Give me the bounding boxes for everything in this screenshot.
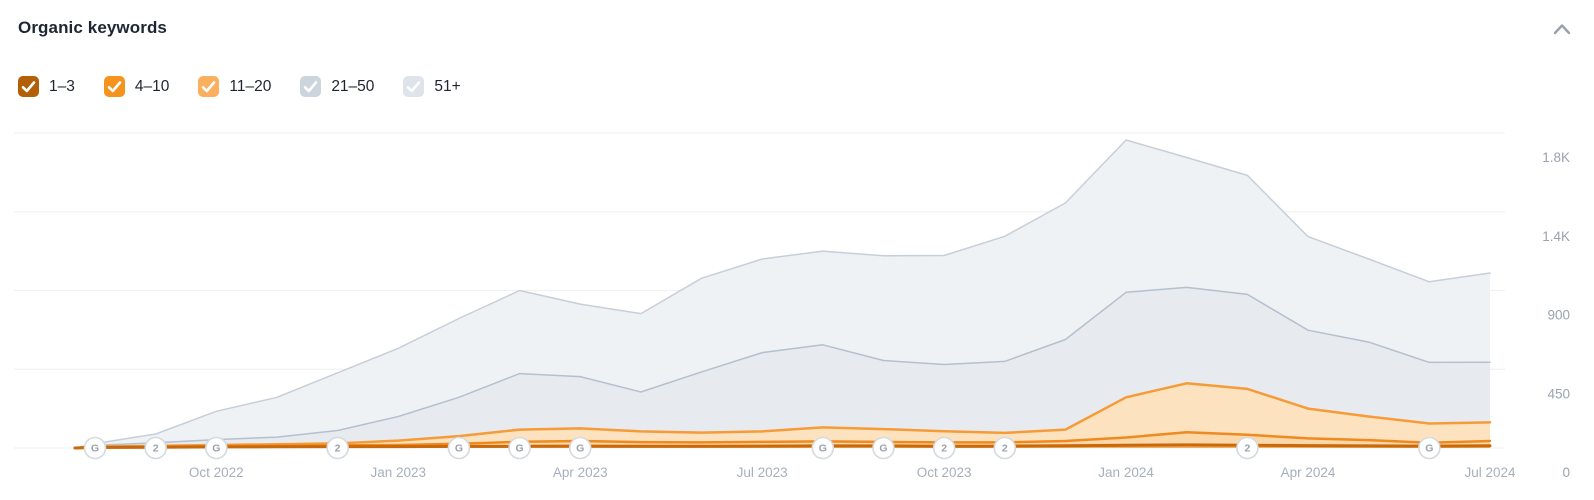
badge-letter: G xyxy=(212,443,220,455)
google-update-badges: G 2 G 2 G G G G G 2 2 2 G xyxy=(83,436,1441,460)
check-icon xyxy=(202,81,216,93)
x-axis-label: Oct 2023 xyxy=(917,465,972,480)
check-icon xyxy=(407,81,421,93)
google-update-badge[interactable]: 2 xyxy=(326,436,349,460)
badge-letter: G xyxy=(515,443,523,455)
y-axis-label: 450 xyxy=(1547,386,1570,401)
legend-item-1-3[interactable]: 1–3 xyxy=(18,76,75,97)
checkbox-4-10[interactable] xyxy=(103,76,125,97)
google-update-badge[interactable]: G xyxy=(508,436,531,460)
legend-item-4-10[interactable]: 4–10 xyxy=(103,76,170,97)
google-update-badge[interactable]: G xyxy=(447,436,471,460)
legend-label: 4–10 xyxy=(134,77,170,95)
google-update-badge[interactable]: G xyxy=(568,436,592,460)
badge-letter: 2 xyxy=(1002,443,1008,455)
position-filter-legend: 1–3 4–10 11–20 21–50 51+ xyxy=(18,76,490,97)
checkbox-21-50[interactable] xyxy=(300,76,322,97)
stacked-area-fills xyxy=(75,140,1490,448)
legend-item-21-50[interactable]: 21–50 xyxy=(300,76,374,97)
legend-item-11-20[interactable]: 11–20 xyxy=(198,76,271,97)
x-axis-label: Apr 2023 xyxy=(553,465,608,480)
x-axis-label: Jan 2023 xyxy=(370,465,426,480)
google-update-badge[interactable]: G xyxy=(872,436,895,460)
legend-label: 11–20 xyxy=(229,77,272,95)
series-line-11–20 xyxy=(73,382,1492,450)
google-update-badge[interactable]: 2 xyxy=(932,436,956,460)
badge-circle xyxy=(993,436,1017,460)
x-axis-label: Jul 2023 xyxy=(737,465,788,480)
google-update-badge[interactable]: G xyxy=(205,436,228,460)
y-axis-label: 1.8K xyxy=(1542,150,1570,165)
check-icon xyxy=(107,81,122,93)
check-icon xyxy=(304,81,318,93)
badge-letter: G xyxy=(1425,443,1433,455)
google-update-badge[interactable]: G xyxy=(811,436,835,460)
badge-circle xyxy=(811,436,835,460)
area-band-21–50 xyxy=(75,287,1490,448)
badge-letter: G xyxy=(819,443,827,455)
badge-letter: G xyxy=(576,443,584,455)
series-line-21–50 xyxy=(74,286,1491,449)
checkbox-1-3[interactable] xyxy=(18,76,39,97)
badge-circle xyxy=(326,436,349,460)
area-band-51+ xyxy=(75,140,1490,448)
x-axis-label: Jul 2024 xyxy=(1464,465,1516,480)
chevron-up-icon xyxy=(1553,23,1571,38)
badge-letter: 2 xyxy=(1244,443,1250,455)
checkbox-51plus[interactable] xyxy=(403,76,425,97)
badge-circle xyxy=(932,436,956,460)
badge-letter: G xyxy=(879,443,887,455)
y-axis-label: 1.4K xyxy=(1542,229,1570,244)
series-line-51+ xyxy=(74,139,1491,449)
badge-circle xyxy=(1236,436,1259,460)
y-axis-label: 900 xyxy=(1547,308,1570,323)
badge-circle xyxy=(83,436,107,460)
x-axis-label: Apr 2024 xyxy=(1281,465,1336,480)
badge-circle xyxy=(447,436,471,460)
badge-circle xyxy=(1418,436,1441,460)
google-update-badge[interactable]: G xyxy=(1418,436,1441,460)
google-update-badge[interactable]: 2 xyxy=(144,436,167,460)
badge-circle xyxy=(508,436,531,460)
collapse-button[interactable] xyxy=(1550,18,1574,42)
x-axis-label: Jan 2024 xyxy=(1098,465,1154,480)
area-band-11–20 xyxy=(75,383,1490,448)
google-update-badge[interactable]: 2 xyxy=(1236,436,1259,460)
legend-label: 1–3 xyxy=(49,77,75,95)
legend-label: 51+ xyxy=(434,77,461,95)
checkbox-11-20[interactable] xyxy=(198,76,220,97)
page-title: Organic keywords xyxy=(18,18,167,37)
badge-circle xyxy=(568,436,592,460)
x-axis-label: Oct 2022 xyxy=(189,465,244,480)
badge-letter: 2 xyxy=(941,443,947,455)
badge-letter: G xyxy=(91,443,99,455)
x-axis-labels: Oct 2022 Jan 2023 Apr 2023 Jul 2023 Oct 2023… xyxy=(189,465,1516,480)
legend-label: 21–50 xyxy=(331,77,375,95)
google-update-badge[interactable]: G xyxy=(83,436,107,460)
badge-circle xyxy=(872,436,895,460)
badge-letter: 2 xyxy=(335,443,341,455)
badge-circle xyxy=(144,436,167,460)
check-icon xyxy=(21,81,36,93)
google-update-badge[interactable]: 2 xyxy=(993,436,1017,460)
legend-item-51plus[interactable]: 51+ xyxy=(403,76,461,97)
y-axis-label: 0 xyxy=(1562,465,1570,480)
badge-circle xyxy=(205,436,228,460)
badge-letter: 2 xyxy=(153,443,159,455)
badge-letter: G xyxy=(455,443,463,455)
